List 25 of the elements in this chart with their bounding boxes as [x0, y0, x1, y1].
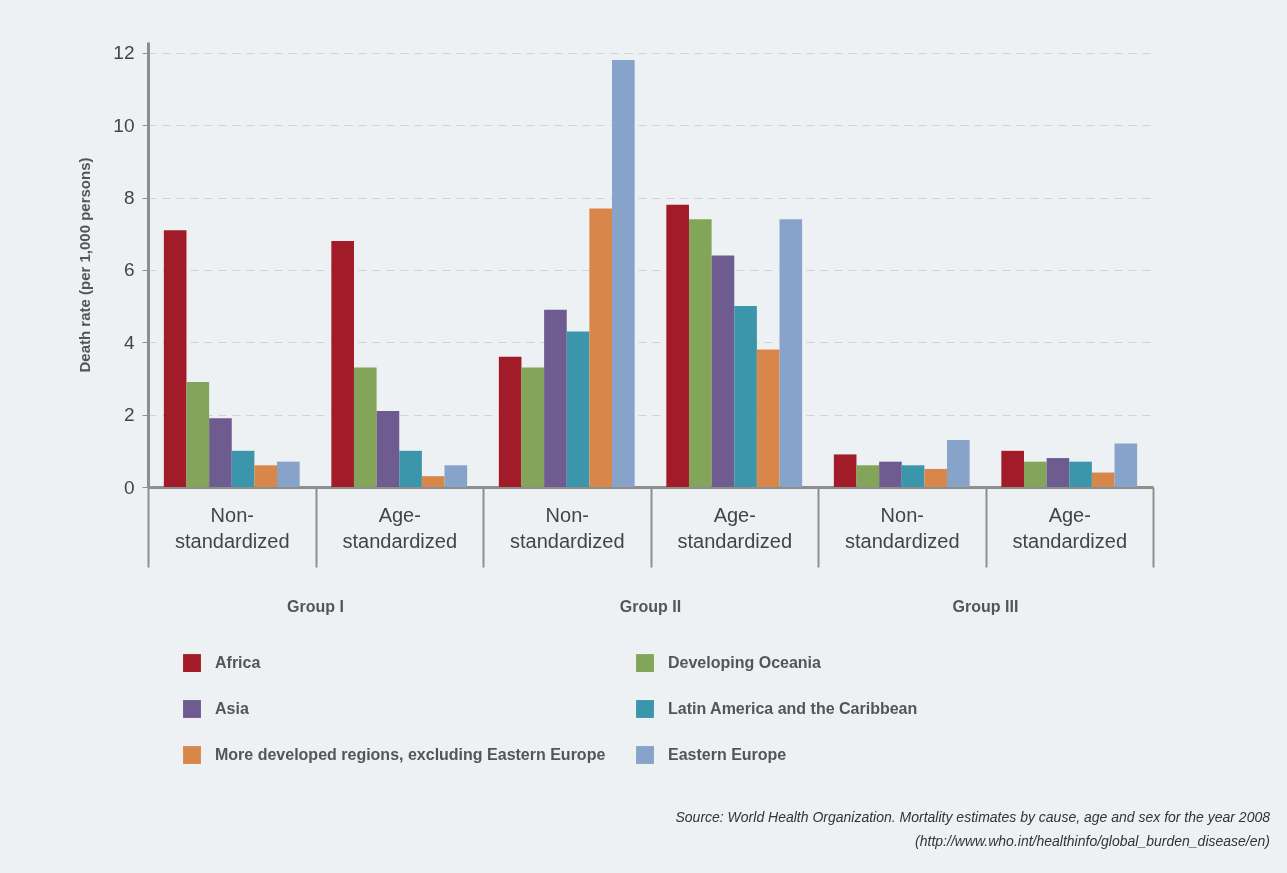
- y-tick-label: 2: [123, 404, 135, 426]
- legend-label: Developing Oceania: [668, 654, 822, 672]
- y-tick-label: 12: [113, 42, 135, 64]
- y-tick-label: 8: [123, 187, 135, 209]
- legend-label: More developed regions, excluding Eastern Europe: [215, 746, 606, 763]
- legend-label: Africa: [215, 654, 261, 672]
- text: Group III: [952, 598, 1019, 615]
- x-tick-label: Non-standardized: [174, 503, 290, 552]
- text: Group I: [287, 598, 344, 615]
- y-tick-label: 10: [113, 114, 135, 136]
- x-tick-label: Age-standardized: [1012, 503, 1128, 552]
- y-axis-title: Death rate (per 1,000 persons): [76, 157, 94, 373]
- legend-label: Latin America and the Caribbean: [668, 700, 918, 717]
- y-tick-label: 4: [123, 331, 135, 353]
- legend-label: Eastern Europe: [668, 746, 787, 763]
- text: Group II: [619, 598, 682, 615]
- x-tick-label: Non-standardized: [844, 503, 960, 552]
- legend-label: Asia: [215, 700, 249, 717]
- x-tick-label: Age-standardized: [677, 503, 793, 552]
- source-note: Source: World Health Organization. Mortality estimates by cause, age and sex for the year 2008: [675, 809, 1271, 825]
- x-tick-label: Age-standardized: [342, 503, 458, 552]
- y-tick-label: 6: [123, 259, 135, 281]
- text: (http://www.who.int/healthinfo/global_burden_disease/en): [915, 833, 1270, 849]
- y-tick-label: 0: [123, 476, 135, 498]
- x-tick-label: Non-standardized: [509, 503, 625, 552]
